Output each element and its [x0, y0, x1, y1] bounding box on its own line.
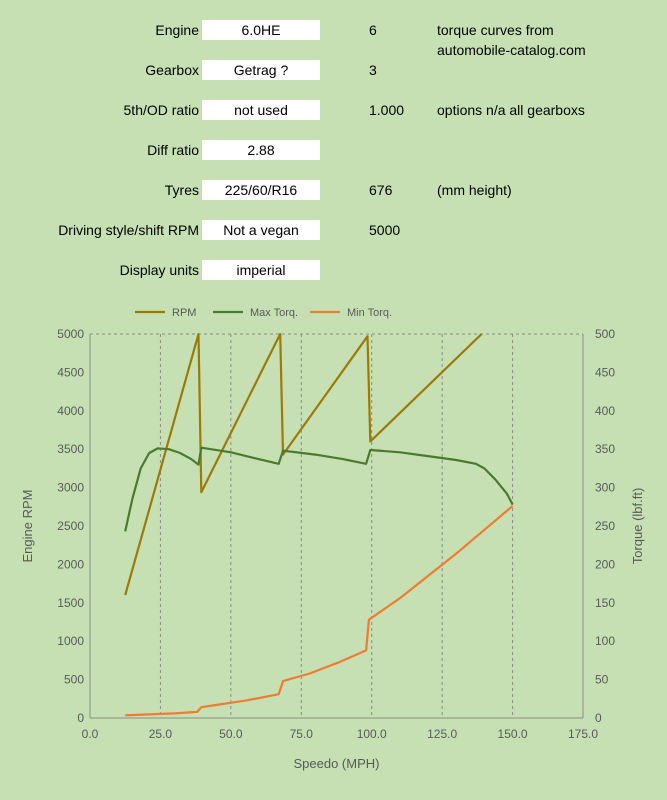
setting-note: torque curves from — [437, 22, 554, 38]
y-axis-title: Engine RPM — [20, 490, 35, 563]
y2-tick-label: 0 — [595, 711, 602, 725]
settings-row: 5th/OD ratio not used 1.000 options n/a all… — [0, 100, 667, 122]
setting-number: 5000 — [369, 222, 401, 238]
settings-row: Display units imperial — [0, 260, 667, 282]
y2-tick-label: 100 — [595, 634, 615, 648]
y2-tick-label: 150 — [595, 596, 615, 610]
setting-value-field[interactable]: 6.0HE — [202, 20, 320, 40]
setting-value-field[interactable]: 225/60/R16 — [202, 180, 320, 200]
settings-row: Gearbox Getrag ? 3 — [0, 60, 667, 82]
y-tick-label: 2500 — [57, 519, 84, 533]
setting-label: Tyres — [164, 182, 199, 198]
setting-note: options n/a all gearboxs — [437, 102, 585, 118]
y2-tick-label: 200 — [595, 557, 615, 571]
speed-rpm-torque-chart: 0.0 25.0 50.0 75.0 100.0 125.0 150.0 175.005001… — [20, 307, 645, 771]
y-tick-label: 5000 — [57, 327, 84, 341]
setting-note: (mm height) — [437, 182, 512, 198]
x-tick-label: 100.0 — [357, 727, 387, 741]
max-torque-line — [124, 446, 514, 532]
setting-number: 6 — [369, 22, 377, 38]
settings-row: Engine 6.0HE 6 torque curves from automobile… — [0, 20, 667, 58]
y-tick-label: 1500 — [57, 596, 84, 610]
setting-note-continued: automobile-catalog.com — [437, 42, 586, 58]
y-tick-label: 1000 — [57, 634, 84, 648]
y2-tick-label: 250 — [595, 519, 615, 533]
y-tick-label: 4000 — [57, 404, 84, 418]
x-tick-label: 125.0 — [427, 727, 457, 741]
min-torque-line — [125, 505, 514, 717]
rpm-line — [124, 332, 483, 596]
setting-value-field[interactable]: Getrag ? — [202, 60, 320, 80]
y2-tick-label: 400 — [595, 404, 615, 418]
setting-value-field[interactable]: 2.88 — [202, 140, 320, 160]
setting-value-field[interactable]: Not a vegan — [202, 220, 320, 240]
setting-value-field[interactable]: imperial — [202, 260, 320, 280]
y2-tick-label: 450 — [595, 365, 615, 379]
y2-axis-title: Torque (lbf.ft) — [630, 488, 645, 565]
x-tick-label: 175.0 — [568, 727, 598, 741]
legend-label: RPM — [172, 307, 196, 319]
settings-row: Diff ratio 2.88 — [0, 140, 667, 162]
y-tick-label: 3000 — [57, 481, 84, 495]
y-tick-label: 3500 — [57, 442, 84, 456]
y2-tick-label: 500 — [595, 327, 615, 341]
x-tick-label: 25.0 — [149, 727, 173, 741]
y-tick-label: 0 — [77, 711, 84, 725]
setting-label: 5th/OD ratio — [123, 102, 199, 118]
setting-number: 3 — [369, 62, 377, 78]
y2-tick-label: 350 — [595, 442, 615, 456]
y-tick-label: 2000 — [57, 557, 84, 571]
setting-label: Engine — [155, 22, 199, 38]
y2-tick-label: 50 — [595, 673, 609, 687]
y-tick-label: 4500 — [57, 365, 84, 379]
settings-row: Tyres 225/60/R16 676 (mm height) — [0, 180, 667, 202]
setting-label: Gearbox — [145, 62, 199, 78]
legend-label: Min Torq. — [347, 307, 392, 319]
x-tick-label: 0.0 — [82, 727, 99, 741]
setting-number: 676 — [369, 182, 393, 198]
setting-number: 1.000 — [369, 102, 405, 118]
x-tick-label: 50.0 — [219, 727, 243, 741]
y2-tick-label: 300 — [595, 481, 615, 495]
setting-label: Display units — [119, 262, 199, 278]
y-tick-label: 500 — [64, 673, 84, 687]
settings-row: Driving style/shift RPM Not a vegan 5000 — [0, 220, 667, 242]
legend-label: Max Torq. — [250, 307, 298, 319]
setting-value-field[interactable]: not used — [202, 100, 320, 120]
x-tick-label: 75.0 — [290, 727, 314, 741]
setting-label: Diff ratio — [147, 142, 199, 158]
x-axis-title: Speedo (MPH) — [294, 756, 380, 771]
setting-label: Driving style/shift RPM — [58, 222, 199, 238]
x-tick-label: 150.0 — [498, 727, 528, 741]
